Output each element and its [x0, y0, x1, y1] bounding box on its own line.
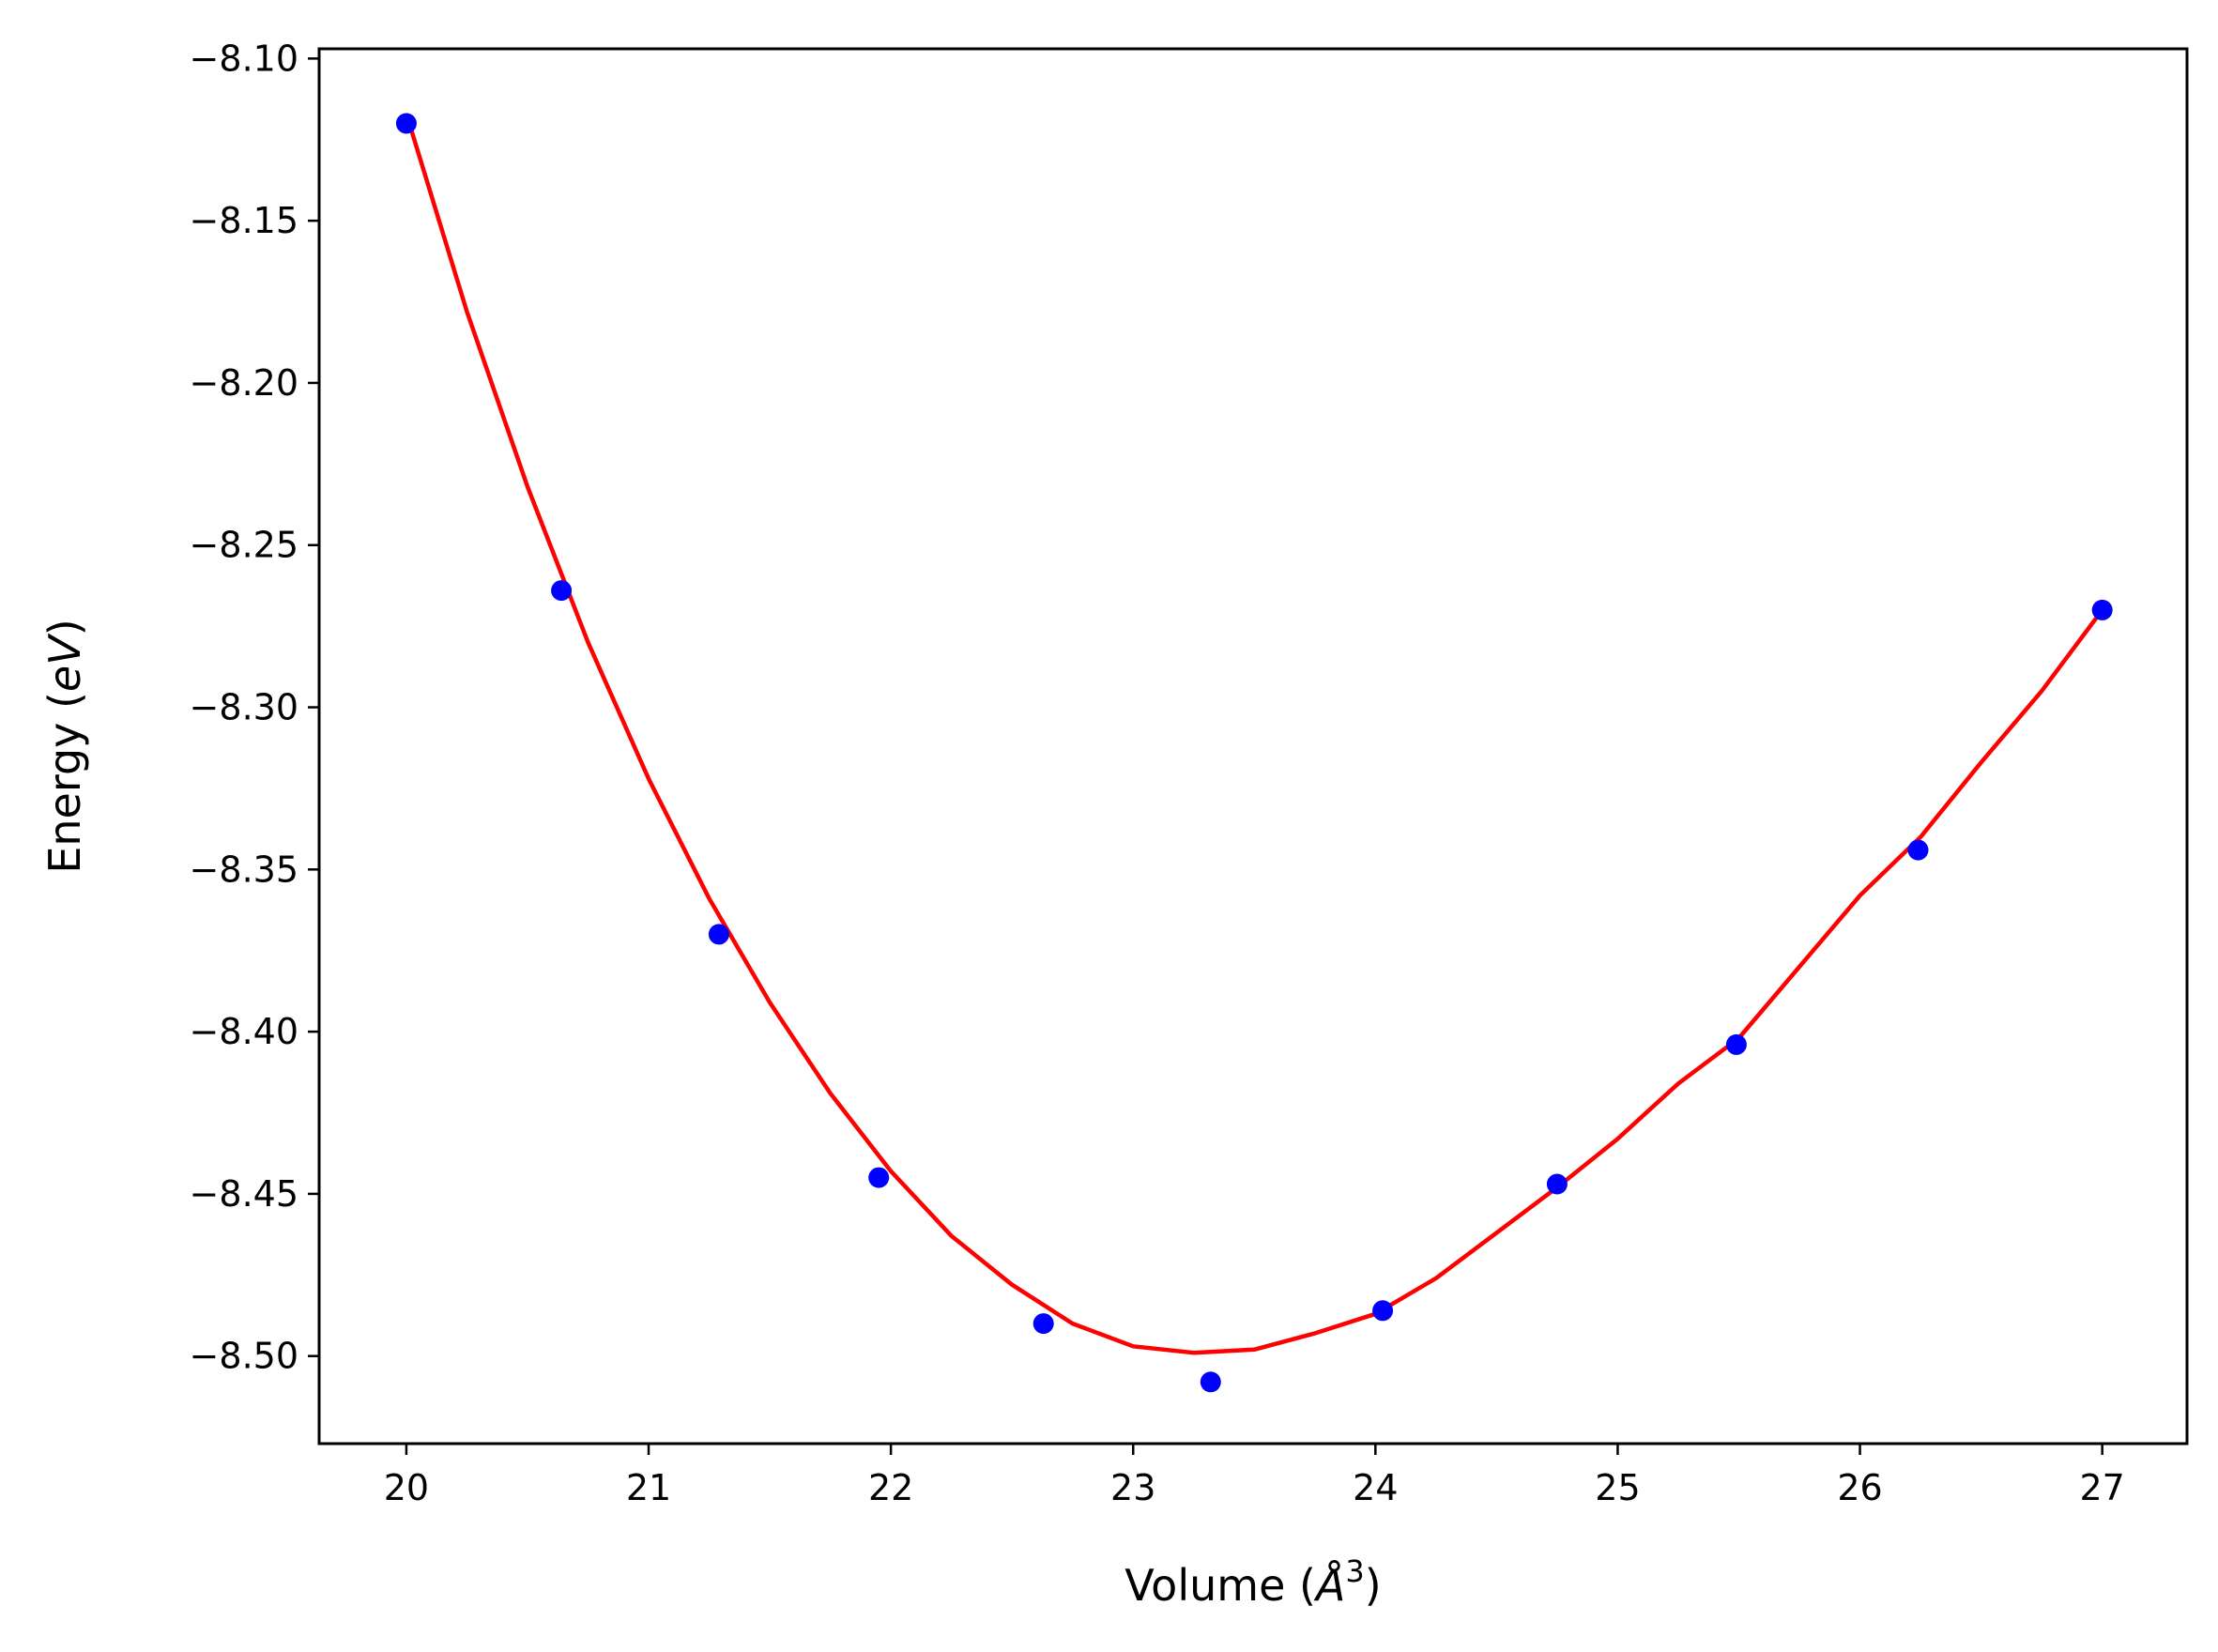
- data-point: [551, 580, 573, 602]
- x-tick-label: 25: [1595, 1467, 1640, 1508]
- y-axis-title-suffix: ): [39, 619, 90, 635]
- data-point: [2091, 599, 2113, 620]
- x-axis-title: Volume (Å3): [1124, 1553, 1381, 1611]
- data-point: [1725, 1033, 1747, 1055]
- data-point: [395, 113, 417, 134]
- x-axis-title-prefix: Volume (: [1124, 1560, 1316, 1611]
- plot-frame: [317, 47, 2189, 1446]
- y-tick-label: −8.10: [190, 38, 298, 79]
- data-point: [1033, 1313, 1054, 1335]
- x-axis-title-suffix: ): [1365, 1560, 1382, 1611]
- data-point: [868, 1167, 890, 1188]
- x-tick-label: 21: [626, 1467, 671, 1508]
- y-tick-label: −8.50: [190, 1336, 298, 1377]
- x-tick-label: 22: [868, 1467, 913, 1508]
- y-axis-title: Energy (eV): [39, 619, 90, 873]
- y-tick-label: −8.40: [190, 1011, 298, 1052]
- data-points-layer: [395, 113, 2113, 1393]
- y-tick-label: −8.25: [190, 525, 298, 566]
- x-axis-title-superscript: 3: [1345, 1553, 1364, 1589]
- x-tick-label: 20: [384, 1467, 429, 1508]
- y-axis-title-prefix: Energy (: [39, 692, 90, 874]
- fit-curve-layer: [404, 113, 2104, 1355]
- x-axis-title-symbol: Å: [1313, 1560, 1345, 1611]
- x-axis-ticks: 20 21 22 23 24 25 26 27: [384, 1444, 2125, 1508]
- data-point: [1372, 1300, 1394, 1322]
- y-tick-label: −8.15: [190, 200, 298, 241]
- data-point: [1546, 1173, 1568, 1195]
- y-tick-label: −8.30: [190, 687, 298, 728]
- x-tick-label: 26: [1837, 1467, 1882, 1508]
- fit-curve: [404, 113, 2104, 1355]
- data-point: [1200, 1371, 1221, 1393]
- x-tick-label: 23: [1110, 1467, 1155, 1508]
- y-tick-label: −8.45: [190, 1173, 298, 1215]
- data-point: [708, 924, 729, 945]
- y-axis-title-symbol: eV: [39, 633, 90, 692]
- x-tick-label: 27: [2079, 1467, 2124, 1508]
- y-tick-label: −8.35: [190, 849, 298, 890]
- y-axis-ticks: −8.10 −8.15 −8.20 −8.25 −8.30 −8.35 −8.40 −8.45…: [190, 38, 319, 1377]
- data-point: [1907, 839, 1929, 861]
- y-tick-label: −8.20: [190, 362, 298, 404]
- x-tick-label: 24: [1353, 1467, 1398, 1508]
